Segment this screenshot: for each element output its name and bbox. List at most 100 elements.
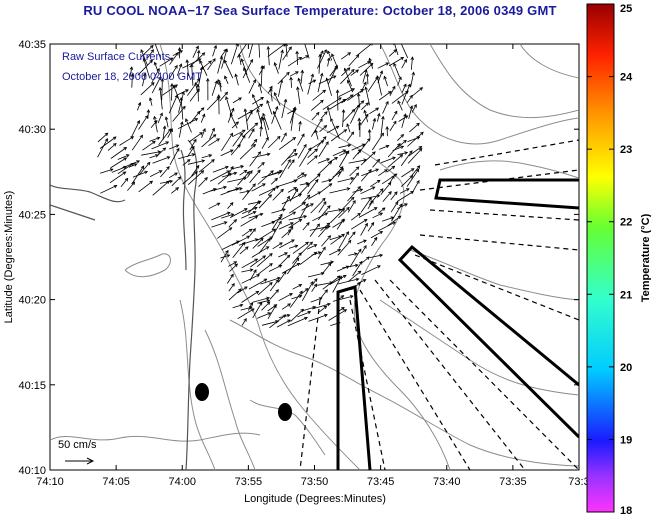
current-vector-head	[309, 241, 313, 246]
current-vector-head	[257, 151, 261, 155]
current-vector	[342, 109, 344, 128]
current-vector-head	[252, 183, 256, 187]
current-vector-head	[275, 289, 279, 293]
current-vector-head	[365, 102, 370, 106]
current-vector-head	[260, 64, 264, 69]
current-vector-head	[109, 168, 114, 172]
current-vector	[142, 73, 146, 87]
bathymetry-contours	[50, 44, 579, 470]
current-vector-head	[291, 159, 295, 163]
current-vector	[168, 95, 178, 114]
current-vector-head	[243, 317, 247, 322]
current-vector-head	[235, 121, 240, 125]
current-vector	[249, 151, 261, 167]
current-vector	[312, 89, 326, 101]
current-vector	[357, 138, 371, 155]
current-vector-head	[275, 279, 279, 283]
y-tick-label: 40:25	[18, 209, 46, 221]
current-vector	[140, 49, 148, 66]
current-vector-head	[156, 67, 160, 72]
current-vector-head	[383, 75, 387, 80]
current-vector	[372, 212, 383, 219]
current-vector-head	[350, 176, 355, 181]
current-vector-head	[385, 100, 389, 105]
current-vector-head	[331, 53, 335, 58]
current-vector-head	[347, 52, 352, 56]
current-vector	[212, 166, 229, 173]
current-vector	[158, 128, 172, 146]
current-vector	[298, 121, 301, 132]
current-vector	[208, 202, 220, 210]
current-vector-head	[248, 228, 253, 233]
current-vector-head	[142, 57, 147, 62]
current-vector-head	[352, 231, 356, 236]
current-vector-head	[394, 191, 398, 195]
current-vector	[329, 166, 344, 183]
current-vector	[267, 44, 286, 57]
current-vector-head	[363, 244, 367, 249]
current-vector-head	[254, 258, 259, 262]
current-vector	[338, 144, 351, 149]
current-vector	[180, 97, 184, 120]
current-vector-head	[208, 154, 213, 158]
current-vector	[256, 253, 273, 268]
current-vector	[230, 113, 238, 129]
current-vector	[278, 293, 293, 302]
current-vector	[221, 240, 240, 250]
current-vector-head	[124, 177, 129, 182]
current-vector-head	[211, 127, 215, 132]
current-vector-head	[362, 279, 367, 283]
current-vector-head	[283, 270, 287, 275]
current-vector-head	[269, 236, 274, 240]
current-vector-head	[166, 180, 170, 185]
current-vector	[279, 239, 295, 249]
x-tick-label: 74:05	[102, 476, 130, 488]
current-vector	[349, 248, 362, 268]
coastline	[50, 139, 198, 470]
colorbar-tick-label: 22	[620, 217, 632, 229]
current-vector	[221, 48, 228, 69]
current-vector-head	[358, 121, 362, 126]
current-vector-head	[224, 75, 228, 80]
current-vector	[411, 104, 417, 113]
current-vector-head	[148, 97, 153, 101]
current-vectors	[97, 44, 424, 329]
current-vector	[149, 170, 162, 177]
current-vector	[391, 203, 403, 222]
current-vector-head	[238, 187, 243, 191]
current-vector-head	[323, 305, 328, 310]
current-vector-head	[211, 159, 215, 163]
current-vector-head	[223, 221, 228, 225]
current-vector	[187, 160, 205, 165]
current-vector	[382, 191, 392, 202]
current-vector-head	[224, 48, 229, 53]
current-vector-head	[337, 97, 342, 101]
current-vector	[243, 67, 251, 83]
current-vector-head	[199, 132, 203, 136]
current-vector	[152, 180, 170, 196]
current-vector	[212, 45, 217, 57]
current-vector-head	[312, 79, 317, 83]
colorbar-tick-label: 25	[620, 3, 632, 15]
current-vector-head	[387, 181, 392, 186]
current-vector	[369, 254, 383, 258]
current-vector	[358, 93, 360, 105]
current-vector	[250, 139, 258, 147]
current-vector-head	[323, 201, 327, 205]
current-vector-head	[357, 185, 361, 190]
current-vector	[281, 229, 292, 239]
current-vector-head	[244, 208, 248, 212]
current-vector-head	[236, 240, 240, 244]
current-vector-head	[130, 136, 135, 140]
current-vector-head	[324, 289, 328, 293]
current-vector	[220, 254, 230, 259]
current-vector-head	[179, 50, 184, 54]
current-vector	[321, 263, 332, 275]
current-vector-head	[367, 128, 372, 133]
current-vector	[401, 168, 415, 178]
current-vector-head	[301, 133, 305, 138]
current-vector	[161, 78, 163, 101]
current-vector-head	[284, 44, 288, 47]
current-vector-head	[357, 149, 362, 153]
current-vector-head	[280, 49, 284, 54]
